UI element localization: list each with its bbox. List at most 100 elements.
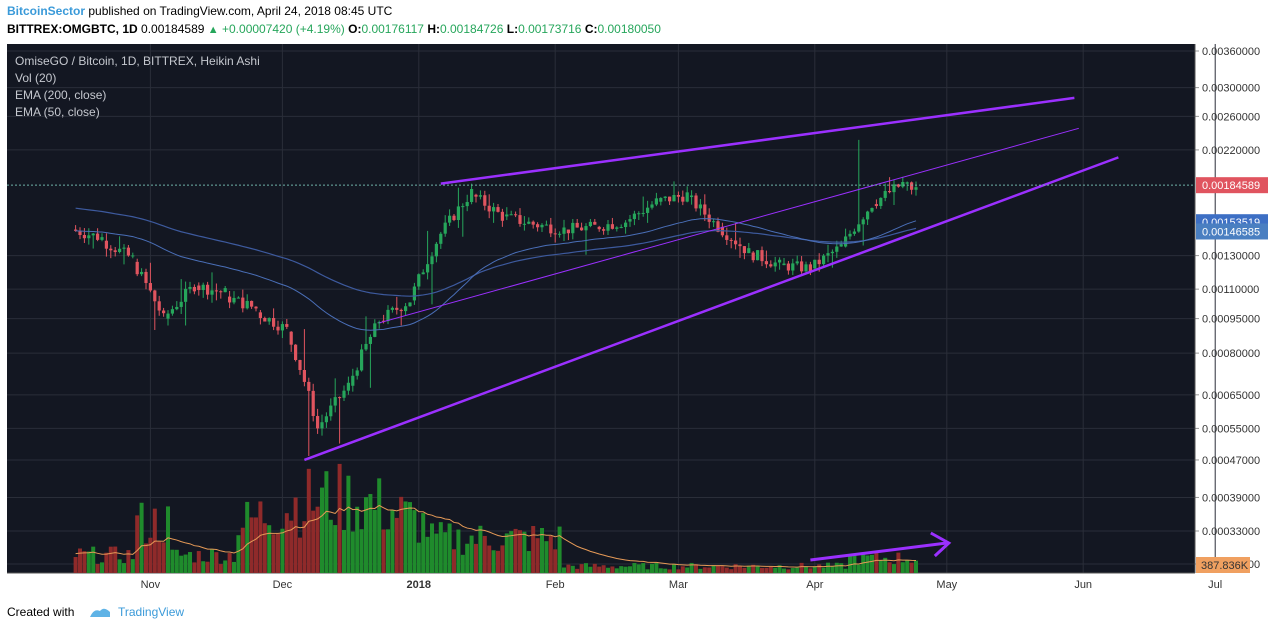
volume-bar [667,569,672,573]
candle-body [395,307,399,310]
candle-body [324,416,328,423]
volume-bar [122,563,126,573]
volume-bar [364,497,368,573]
volume-bar [174,549,179,573]
candle-body [571,222,575,234]
tradingview-link[interactable]: TradingView [118,605,185,619]
candle-body [140,271,144,275]
price-chart[interactable]: Nov Dec 2018 Feb Mar Apr May Jun Jul 0.00360000 0.… [0,44,1270,595]
candle-body [126,247,130,256]
volume-bar [632,563,637,573]
chart-legend: OmiseGO / Bitcoin, 1D, BITTREX, Heikin A… [15,53,260,121]
candle-body [96,233,100,240]
volume-bar [333,525,338,573]
candle-body [483,195,487,206]
candle-body [307,381,311,391]
candle-body [725,235,729,240]
last-price: 0.00184589 [141,22,205,36]
candle-body [465,202,469,207]
volume-bar [658,568,663,573]
candle-body [518,215,522,224]
volume-bar [570,565,575,573]
volume-bar [328,519,333,573]
y-tick-label: 0.00039000 [1202,492,1260,504]
candle-body [170,309,174,314]
volume-bar [412,510,417,573]
volume-bar [82,551,87,573]
candle-body [791,263,795,271]
volume-bar [584,563,588,573]
candle-body [500,211,504,221]
volume-bar [553,549,558,573]
candle-body [769,264,773,267]
candle-body [443,222,447,234]
volume-bar [456,529,461,573]
last-price-tag-bg [1196,177,1268,194]
volume-bar [179,555,184,573]
candle-body [738,244,742,247]
candle-body [390,307,394,310]
volume-bar [742,567,747,573]
volume-bar [280,528,285,573]
candle-body [487,205,491,212]
x-tick-label: Feb [546,579,565,591]
volume-bar [342,529,346,573]
candle-body [162,310,166,314]
candle-body [294,344,298,361]
candle-body [131,255,135,257]
y-tick-label: 0.00260000 [1202,111,1260,123]
volume-bar [623,566,628,573]
volume-bar [144,543,148,573]
volume-bar [126,550,131,573]
candle-body [78,230,82,236]
candle-body [892,184,896,193]
candle-body [659,197,663,202]
price-axis-background [1195,44,1270,595]
candle-body [883,191,887,198]
candle-body [888,191,892,193]
candle-body [223,288,227,293]
candle-body [830,251,834,254]
volume-bar [91,546,96,573]
volume-bar [254,517,258,573]
author-link[interactable]: BitcoinSector [7,4,86,18]
candle-body [144,271,148,284]
candle-body [210,290,214,295]
candle-body [588,221,592,227]
chart-area[interactable]: Nov Dec 2018 Feb Mar Apr May Jun Jul 0.00360000 0.… [0,44,1270,595]
volume-bar [117,559,122,573]
candle-body [470,189,474,203]
candle-body [245,300,249,309]
x-tick-label: Jun [1074,579,1092,591]
candle-body [461,206,465,208]
mid-trendline [379,127,1079,324]
open-label: O: [348,22,362,36]
y-tick-label: 0.00130000 [1202,251,1260,263]
volume-bar [900,562,905,573]
volume-bar [394,517,399,573]
volume-bar [315,506,320,573]
ema50-line [75,218,917,331]
volume-bar [689,562,694,573]
candle-body [694,195,698,209]
volume-bar [139,502,144,573]
volume-bar [161,542,166,573]
candle-body [734,240,738,245]
candle-body [566,229,570,234]
x-tick-label: Nov [141,579,161,591]
candle-body [302,369,306,382]
candle-body [91,233,95,236]
candle-body [527,221,531,224]
candle-body [637,213,641,215]
volume-bar [870,554,874,573]
volume-bar [320,487,324,573]
volume-bar [421,513,426,573]
candle-body [716,221,720,232]
candle-body [289,331,293,345]
volume-bar [738,566,742,573]
ema200-price-tag-bg [1196,223,1268,240]
volume-bar [166,506,170,573]
candle-body [452,215,456,221]
volume-bar [773,567,778,573]
candle-body [179,301,183,307]
